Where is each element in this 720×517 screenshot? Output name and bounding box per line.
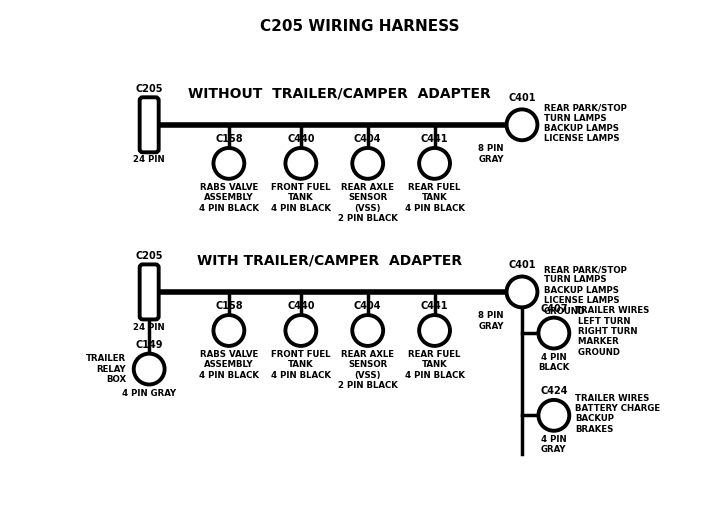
Text: C401: C401 <box>508 261 536 270</box>
Text: RABS VALVE
ASSEMBLY
4 PIN BLACK: RABS VALVE ASSEMBLY 4 PIN BLACK <box>199 350 259 380</box>
Circle shape <box>352 148 383 179</box>
Text: C205: C205 <box>135 84 163 94</box>
Circle shape <box>285 148 316 179</box>
Text: C404: C404 <box>354 134 382 144</box>
Text: TRAILER WIRES
BATTERY CHARGE
BACKUP
BRAKES: TRAILER WIRES BATTERY CHARGE BACKUP BRAK… <box>575 393 660 434</box>
Text: C401: C401 <box>508 93 536 103</box>
Text: C158: C158 <box>215 134 243 144</box>
Circle shape <box>539 400 570 431</box>
Text: C149: C149 <box>135 340 163 349</box>
Text: REAR PARK/STOP
TURN LAMPS
BACKUP LAMPS
LICENSE LAMPS: REAR PARK/STOP TURN LAMPS BACKUP LAMPS L… <box>544 103 626 143</box>
Text: C205: C205 <box>135 251 163 261</box>
Circle shape <box>419 148 450 179</box>
Text: C440: C440 <box>287 134 315 144</box>
Text: C440: C440 <box>287 301 315 311</box>
Text: C441: C441 <box>420 301 449 311</box>
Text: REAR FUEL
TANK
4 PIN BLACK: REAR FUEL TANK 4 PIN BLACK <box>405 350 464 380</box>
Text: RABS VALVE
ASSEMBLY
4 PIN BLACK: RABS VALVE ASSEMBLY 4 PIN BLACK <box>199 183 259 212</box>
Circle shape <box>134 354 165 385</box>
Text: C407: C407 <box>540 303 567 313</box>
Circle shape <box>213 148 244 179</box>
Text: REAR AXLE
SENSOR
(VSS)
2 PIN BLACK: REAR AXLE SENSOR (VSS) 2 PIN BLACK <box>338 183 397 223</box>
Text: C158: C158 <box>215 301 243 311</box>
Text: 4 PIN
BLACK: 4 PIN BLACK <box>538 353 570 372</box>
Circle shape <box>507 110 537 140</box>
Text: C205 WIRING HARNESS: C205 WIRING HARNESS <box>260 19 460 35</box>
Circle shape <box>419 315 450 346</box>
Text: TRAILER WIRES
 LEFT TURN
 RIGHT TURN
 MARKER
 GROUND: TRAILER WIRES LEFT TURN RIGHT TURN MARKE… <box>575 306 650 357</box>
Text: REAR AXLE
SENSOR
(VSS)
2 PIN BLACK: REAR AXLE SENSOR (VSS) 2 PIN BLACK <box>338 350 397 390</box>
Text: WITH TRAILER/CAMPER  ADAPTER: WITH TRAILER/CAMPER ADAPTER <box>197 253 462 267</box>
Text: FRONT FUEL
TANK
4 PIN BLACK: FRONT FUEL TANK 4 PIN BLACK <box>271 350 331 380</box>
FancyBboxPatch shape <box>140 264 158 320</box>
Text: 24 PIN: 24 PIN <box>133 156 165 164</box>
Circle shape <box>352 315 383 346</box>
Text: 24 PIN: 24 PIN <box>133 323 165 331</box>
Text: 4 PIN GRAY: 4 PIN GRAY <box>122 389 176 398</box>
Circle shape <box>507 277 537 307</box>
Circle shape <box>285 315 316 346</box>
Text: C404: C404 <box>354 301 382 311</box>
Text: C441: C441 <box>420 134 449 144</box>
Text: C424: C424 <box>540 386 567 396</box>
Text: WITHOUT  TRAILER/CAMPER  ADAPTER: WITHOUT TRAILER/CAMPER ADAPTER <box>188 86 491 100</box>
Text: TRAILER
RELAY
BOX: TRAILER RELAY BOX <box>86 354 126 384</box>
FancyBboxPatch shape <box>140 97 158 153</box>
Text: 8 PIN
GRAY: 8 PIN GRAY <box>479 144 504 164</box>
Text: REAR FUEL
TANK
4 PIN BLACK: REAR FUEL TANK 4 PIN BLACK <box>405 183 464 212</box>
Text: REAR PARK/STOP
TURN LAMPS
BACKUP LAMPS
LICENSE LAMPS
GROUND: REAR PARK/STOP TURN LAMPS BACKUP LAMPS L… <box>544 265 626 316</box>
Text: FRONT FUEL
TANK
4 PIN BLACK: FRONT FUEL TANK 4 PIN BLACK <box>271 183 331 212</box>
Text: 4 PIN
GRAY: 4 PIN GRAY <box>541 435 567 454</box>
Circle shape <box>539 317 570 348</box>
Circle shape <box>213 315 244 346</box>
Text: 8 PIN
GRAY: 8 PIN GRAY <box>479 311 504 331</box>
